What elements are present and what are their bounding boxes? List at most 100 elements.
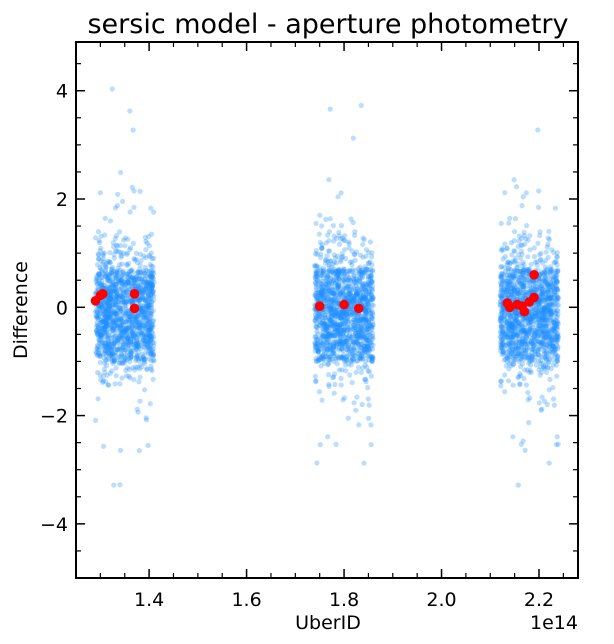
scatter-point [366, 319, 372, 325]
scatter-point [122, 355, 128, 361]
scatter-point [513, 273, 519, 279]
scatter-point [325, 232, 331, 238]
scatter-point [352, 257, 358, 263]
scatter-point [351, 322, 357, 329]
scatter-point [498, 299, 504, 305]
scatter-point [347, 259, 353, 265]
scatter-point [150, 348, 156, 354]
scatter-point [98, 282, 104, 288]
scatter-point [547, 333, 553, 339]
scatter-point [118, 318, 124, 324]
scatter-point [339, 346, 345, 352]
scatter-point [518, 351, 524, 357]
scatter-point [334, 321, 340, 327]
scatter-point [329, 296, 335, 302]
scatter-point [512, 315, 518, 321]
scatter-point [532, 330, 538, 336]
scatter-point [519, 242, 525, 248]
scatter-point [356, 329, 362, 335]
scatter-point [93, 417, 99, 423]
scatter-point [139, 294, 146, 301]
scatter-point [554, 297, 560, 303]
scatter-point [515, 319, 521, 325]
scatter-point [317, 312, 323, 319]
scatter-point [541, 314, 547, 320]
scatter-point [368, 334, 375, 340]
scatter-point [107, 278, 113, 284]
scatter-point [540, 324, 546, 330]
scatter-point [134, 354, 140, 360]
scatter-point [119, 284, 125, 290]
scatter-point [111, 357, 117, 363]
scatter-point [347, 336, 353, 342]
scatter-point [319, 291, 325, 297]
scatter-point [365, 385, 371, 391]
scatter-point [102, 326, 108, 332]
scatter-point [366, 307, 372, 313]
scatter-point [147, 333, 154, 339]
scatter-point [339, 341, 345, 347]
scatter-point [113, 322, 120, 328]
scatter-point [349, 380, 355, 386]
scatter-point [313, 323, 319, 330]
scatter-point [370, 315, 376, 321]
scatter-point [536, 281, 543, 288]
scatter-point [327, 290, 333, 296]
scatter-point [335, 194, 341, 200]
scatter-point [356, 271, 362, 277]
scatter-point [139, 329, 145, 335]
scatter-point [135, 269, 141, 275]
scatter-point [131, 298, 137, 304]
scatter-point [350, 338, 356, 345]
scatter-point [102, 320, 109, 326]
scatter-point [341, 329, 347, 335]
scatter-point [348, 309, 354, 315]
scatter-point [508, 277, 514, 283]
scatter-point [355, 321, 361, 327]
scatter-point [102, 328, 108, 334]
scatter-point [133, 319, 140, 325]
scatter-point [125, 337, 131, 343]
scatter-point [133, 364, 139, 370]
scatter-point [363, 316, 369, 322]
scatter-point [346, 277, 352, 283]
scatter-point [113, 289, 120, 296]
scatter-point [320, 356, 326, 362]
scatter-point [315, 347, 321, 353]
scatter-point [139, 357, 145, 363]
scatter-point [319, 242, 325, 248]
scatter-point [109, 320, 115, 326]
scatter-point [137, 283, 143, 289]
scatter-point [336, 271, 342, 277]
scatter-point [143, 284, 149, 290]
scatter-point [552, 323, 558, 329]
scatter-point [324, 299, 330, 306]
scatter-point [117, 328, 123, 334]
scatter-point [143, 255, 149, 261]
scatter-point [124, 349, 130, 355]
scatter-point [537, 300, 543, 306]
scatter-point [138, 355, 144, 362]
scatter-point [151, 358, 157, 364]
scatter-point [115, 337, 121, 343]
scatter-point [327, 296, 334, 302]
scatter-point [553, 275, 559, 281]
scatter-point [118, 347, 124, 353]
scatter-point [95, 270, 102, 277]
scatter-point [138, 324, 144, 330]
scatter-point [144, 240, 150, 246]
scatter-point [337, 326, 343, 333]
scatter-point [350, 267, 356, 273]
scatter-point [366, 350, 372, 356]
scatter-point [540, 360, 547, 366]
scatter-point [111, 309, 117, 315]
scatter-point [146, 319, 152, 325]
scatter-point [137, 295, 143, 301]
scatter-point [361, 345, 367, 351]
scatter-point [125, 279, 131, 285]
scatter-point [335, 329, 341, 335]
scatter-point [327, 318, 333, 324]
scatter-point [314, 314, 320, 320]
scatter-point [125, 308, 131, 314]
scatter-point [513, 326, 519, 332]
